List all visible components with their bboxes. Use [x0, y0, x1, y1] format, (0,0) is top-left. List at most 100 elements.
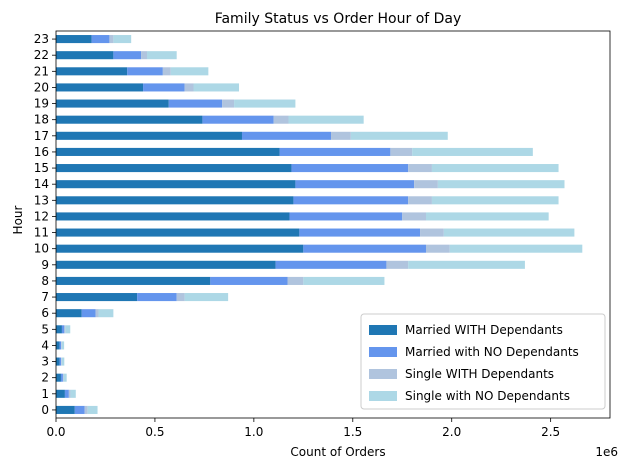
bar-married-with-no-dependants-hour-9: [275, 260, 387, 269]
bar-married-with-no-dependants-hour-10: [303, 244, 426, 253]
bar-married-with-no-dependants-hour-6: [81, 309, 96, 318]
plot-frame: [55, 30, 611, 419]
bar-single-with-dependants-hour-21: [162, 67, 171, 76]
bar-single-with-dependants-hour-2: [62, 373, 64, 382]
bar-single-with-dependants-hour-10: [425, 244, 450, 253]
bar-single-with-dependants-hour-22: [141, 51, 148, 60]
bar-married-with-no-dependants-hour-4: [59, 341, 62, 350]
y-tick-label: 22: [34, 48, 49, 62]
bar-married-with-no-dependants-hour-0: [74, 405, 85, 414]
bar-married-with-no-dependants-hour-1: [64, 389, 69, 398]
bar-married-with-dependants-hour-14: [56, 180, 296, 189]
bar-married-with-no-dependants-hour-15: [291, 164, 409, 173]
bar-married-with-no-dependants-hour-5: [61, 325, 65, 334]
bar-married-with-dependants-hour-12: [56, 212, 290, 221]
bar-single-with-dependants-hour-8: [287, 276, 304, 285]
bar-married-with-no-dependants-hour-7: [137, 293, 177, 302]
bar-married-with-dependants-hour-17: [56, 131, 242, 140]
legend-label-single-with-dependants: Single WITH Dependants: [405, 367, 554, 381]
x-tick-label: 2.5: [541, 425, 560, 439]
y-tick-label: 12: [34, 209, 49, 223]
y-tick-label: 11: [34, 226, 49, 240]
bar-single-with-dependants-hour-19: [222, 99, 235, 108]
bar-single-with-no-dependants-hour-15: [431, 164, 559, 173]
bar-single-with-no-dependants-hour-7: [184, 293, 229, 302]
y-tick-label: 13: [34, 193, 49, 207]
bar-single-with-dependants-hour-20: [184, 83, 194, 92]
legend-swatch-married-with-dependants: [369, 325, 397, 335]
chart-title: Family Status vs Order Hour of Day: [215, 11, 462, 27]
legend-label-married-with-dependants: Married WITH Dependants: [405, 323, 563, 337]
bar-married-with-dependants-hour-9: [56, 260, 276, 269]
bar-married-with-no-dependants-hour-8: [210, 276, 288, 285]
bar-married-with-no-dependants-hour-11: [299, 228, 421, 237]
bar-single-with-dependants-hour-15: [408, 164, 432, 173]
bar-single-with-no-dependants-hour-11: [443, 228, 575, 237]
x-axis-label: Count of Orders: [290, 445, 385, 459]
bar-single-with-no-dependants-hour-2: [63, 373, 67, 382]
bar-married-with-dependants-hour-10: [56, 244, 304, 253]
y-tick-label: 1: [41, 387, 49, 401]
legend-label-married-with-no-dependants: Married with NO Dependants: [405, 345, 579, 359]
y-tick-label: 7: [41, 290, 49, 304]
bar-single-with-no-dependants-hour-16: [412, 147, 533, 156]
y-tick-label: 4: [41, 338, 49, 352]
y-tick-label: 15: [34, 161, 49, 175]
bar-married-with-no-dependants-hour-18: [202, 115, 274, 124]
bar-single-with-dependants-hour-5: [64, 325, 66, 334]
bar-single-with-dependants-hour-11: [420, 228, 444, 237]
bar-single-with-no-dependants-hour-10: [449, 244, 583, 253]
bar-single-with-no-dependants-hour-12: [425, 212, 549, 221]
bar-married-with-dependants-hour-2: [56, 373, 61, 382]
x-tick-label: 0.0: [46, 425, 65, 439]
bar-single-with-dependants-hour-3: [61, 357, 62, 366]
bar-married-with-dependants-hour-23: [56, 35, 92, 44]
bar-single-with-dependants-hour-23: [109, 35, 114, 44]
y-tick-label: 17: [34, 129, 49, 143]
y-tick-label: 6: [41, 306, 49, 320]
bar-single-with-dependants-hour-4: [61, 341, 62, 350]
bars-group: [56, 35, 583, 414]
bar-single-with-dependants-hour-16: [390, 147, 413, 156]
bar-single-with-dependants-hour-7: [176, 293, 185, 302]
bar-single-with-dependants-hour-14: [414, 180, 438, 189]
bar-single-with-no-dependants-hour-14: [437, 180, 565, 189]
bar-married-with-no-dependants-hour-21: [127, 67, 163, 76]
bar-married-with-dependants-hour-16: [56, 147, 280, 156]
y-tick-label: 18: [34, 113, 49, 127]
y-tick-label: 2: [41, 371, 49, 385]
legend-swatch-single-with-no-dependants: [369, 391, 397, 401]
bar-single-with-no-dependants-hour-23: [113, 35, 132, 44]
bar-married-with-no-dependants-hour-13: [293, 196, 409, 205]
bar-single-with-no-dependants-hour-3: [61, 357, 65, 366]
bar-single-with-dependants-hour-17: [331, 131, 351, 140]
y-tick-label: 14: [34, 177, 49, 191]
bar-married-with-dependants-hour-19: [56, 99, 169, 108]
y-tick-label: 0: [41, 403, 49, 417]
legend-swatch-single-with-dependants: [369, 369, 397, 379]
bar-single-with-dependants-hour-12: [402, 212, 426, 221]
bar-married-with-dependants-hour-22: [56, 51, 114, 60]
bar-single-with-no-dependants-hour-20: [193, 83, 240, 92]
y-tick-label: 16: [34, 145, 49, 159]
bar-single-with-no-dependants-hour-18: [288, 115, 364, 124]
bar-married-with-dependants-hour-4: [56, 341, 60, 350]
bar-single-with-dependants-hour-6: [95, 309, 99, 318]
x-tick-label: 1.0: [244, 425, 263, 439]
bar-married-with-no-dependants-hour-12: [289, 212, 403, 221]
y-tick-label: 5: [41, 322, 49, 336]
bar-married-with-dependants-hour-18: [56, 115, 203, 124]
bar-single-with-dependants-hour-13: [408, 196, 432, 205]
bar-married-with-no-dependants-hour-14: [295, 180, 415, 189]
axes-group: 0.0 0.5 1.0 1.5 2.0 2.50123456789101112131415…: [34, 30, 611, 439]
x-tick-label: 1.5: [343, 425, 362, 439]
bar-single-with-no-dependants-hour-22: [147, 51, 177, 60]
bar-married-with-no-dependants-hour-3: [59, 357, 62, 366]
bar-married-with-no-dependants-hour-22: [113, 51, 142, 60]
y-tick-label: 20: [34, 80, 49, 94]
bar-married-with-no-dependants-hour-20: [143, 83, 185, 92]
bar-single-with-no-dependants-hour-19: [234, 99, 296, 108]
bar-married-with-dependants-hour-5: [56, 325, 62, 334]
bar-single-with-dependants-hour-9: [386, 260, 409, 269]
